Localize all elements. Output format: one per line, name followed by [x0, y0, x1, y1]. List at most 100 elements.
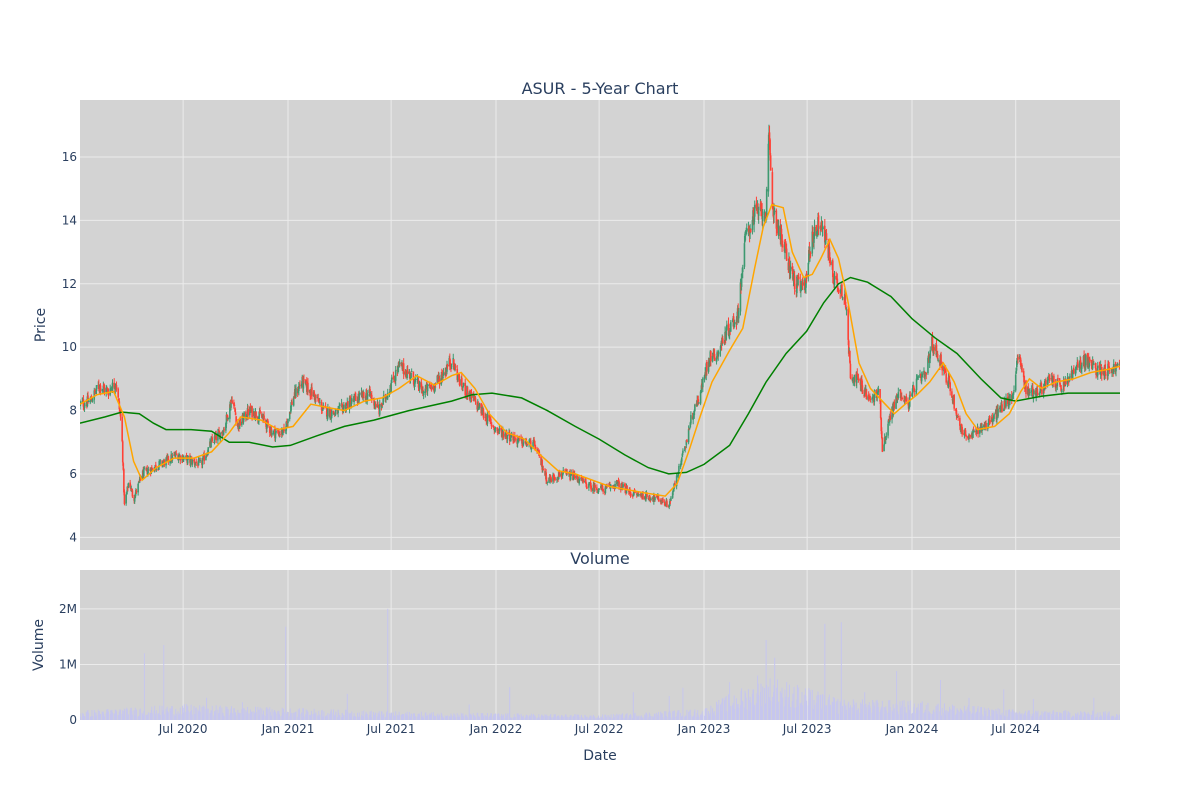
- volume-bar: [1100, 715, 1102, 720]
- volume-bar: [712, 712, 714, 720]
- volume-bar: [569, 718, 571, 720]
- volume-bar: [963, 713, 965, 720]
- volume-bar: [357, 712, 359, 720]
- candle: [530, 446, 533, 453]
- volume-bar: [1114, 717, 1116, 720]
- candle: [865, 389, 868, 400]
- volume-bar: [937, 703, 939, 720]
- volume-bar: [944, 710, 946, 720]
- volume-bar: [795, 707, 797, 720]
- volume-bar: [745, 697, 747, 720]
- candle: [390, 374, 393, 384]
- volume-bar: [725, 696, 727, 720]
- candle: [259, 406, 261, 414]
- volume-bar: [382, 715, 384, 720]
- volume-bar: [620, 714, 622, 720]
- candle: [286, 418, 288, 424]
- volume-bar: [777, 709, 779, 720]
- volume-bar: [960, 709, 962, 720]
- volume-bar: [400, 714, 402, 720]
- volume-bar: [729, 708, 731, 720]
- volume-bar: [758, 695, 760, 720]
- volume-bar: [801, 692, 803, 720]
- volume-bar: [368, 715, 370, 720]
- volume-bar: [773, 685, 775, 720]
- volume-bar: [884, 707, 886, 720]
- candle: [678, 463, 680, 474]
- volume-bar: [431, 712, 433, 720]
- candle: [121, 413, 123, 443]
- candle: [233, 402, 236, 407]
- candle: [198, 458, 201, 462]
- volume-bar: [606, 715, 608, 720]
- volume-bar: [469, 714, 471, 720]
- volume-bar: [698, 716, 700, 720]
- volume-bar: [975, 711, 977, 720]
- volume-bar: [147, 712, 149, 720]
- volume-bar: [287, 712, 289, 720]
- candle: [789, 260, 792, 279]
- volume-bar: [880, 707, 882, 720]
- volume-bar: [285, 713, 287, 720]
- volume-bar: [362, 716, 364, 720]
- volume-bar: [792, 693, 794, 720]
- volume-bar: [337, 717, 339, 720]
- candle: [602, 488, 604, 495]
- volume-bar: [235, 715, 237, 720]
- volume-bar: [947, 711, 949, 720]
- volume-bar: [1106, 715, 1108, 720]
- candle: [119, 408, 122, 421]
- volume-bar: [996, 714, 998, 720]
- volume-bar: [497, 713, 499, 720]
- candle: [714, 353, 716, 361]
- candle: [921, 371, 924, 378]
- volume-bar: [542, 715, 544, 720]
- volume-bar: [616, 715, 618, 720]
- volume-bar: [249, 709, 251, 720]
- volume-bar: [645, 712, 647, 720]
- volume-bar: [554, 714, 556, 720]
- volume-bar: [1035, 710, 1037, 720]
- volume-bar: [797, 706, 799, 720]
- volume-bar: [973, 713, 975, 720]
- volume-bar: [1009, 711, 1011, 720]
- volume-bar: [492, 716, 494, 720]
- volume-bar: [159, 715, 161, 720]
- volume-bar: [392, 712, 394, 720]
- volume-bar: [701, 713, 703, 720]
- volume-bar: [231, 706, 233, 720]
- candle: [159, 459, 162, 465]
- volume-bar: [470, 715, 472, 720]
- volume-bar: [853, 704, 855, 720]
- volume-bar: [142, 715, 144, 720]
- volume-bar: [213, 711, 215, 720]
- candle: [1005, 393, 1007, 409]
- volume-bar: [138, 715, 140, 720]
- candle: [123, 468, 125, 496]
- volume-bar: [598, 717, 600, 720]
- volume-bar: [1028, 710, 1030, 720]
- volume-bar: [398, 715, 400, 720]
- candle: [91, 397, 94, 403]
- volume-bar: [673, 716, 675, 720]
- volume-bar: [633, 715, 635, 720]
- volume-bar: [384, 717, 386, 720]
- volume-bar: [1016, 714, 1018, 720]
- volume-bar: [724, 700, 726, 720]
- volume-bar: [277, 712, 279, 720]
- volume-bar: [820, 694, 822, 720]
- volume-bar: [925, 711, 927, 720]
- volume-bar: [1084, 712, 1086, 720]
- volume-bar: [945, 714, 947, 720]
- volume-bar: [721, 702, 723, 720]
- volume-bar: [419, 714, 421, 720]
- volume-bar: [257, 706, 259, 720]
- volume-bar: [781, 693, 783, 720]
- volume-bar: [689, 709, 691, 720]
- volume-bar: [338, 713, 340, 720]
- candle: [131, 488, 133, 491]
- volume-bar: [521, 717, 523, 720]
- volume-bar: [98, 713, 100, 720]
- volume-bar: [442, 716, 444, 720]
- volume-bar: [346, 709, 348, 720]
